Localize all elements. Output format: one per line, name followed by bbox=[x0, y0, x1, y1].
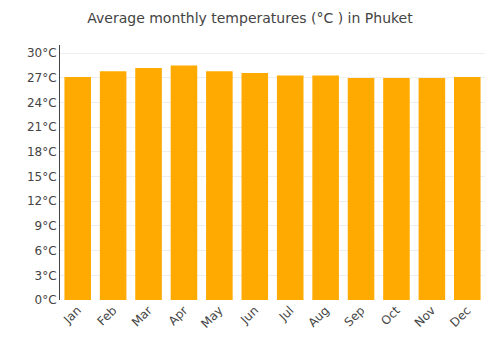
svg-text:Mar: Mar bbox=[129, 303, 155, 329]
svg-text:30°C: 30°C bbox=[27, 46, 57, 60]
svg-text:3°C: 3°C bbox=[35, 269, 57, 283]
svg-text:Oct: Oct bbox=[378, 303, 403, 328]
svg-text:Jan: Jan bbox=[60, 303, 84, 327]
svg-text:Nov: Nov bbox=[412, 303, 438, 329]
svg-text:May: May bbox=[198, 303, 225, 330]
svg-text:0°C: 0°C bbox=[35, 293, 57, 307]
svg-text:Jun: Jun bbox=[237, 303, 261, 327]
svg-text:24°C: 24°C bbox=[27, 96, 57, 110]
svg-text:6°C: 6°C bbox=[35, 244, 57, 258]
svg-text:Jul: Jul bbox=[276, 303, 297, 324]
svg-text:21°C: 21°C bbox=[27, 120, 57, 134]
svg-text:Aug: Aug bbox=[306, 303, 332, 329]
svg-text:Apr: Apr bbox=[166, 303, 191, 328]
svg-text:27°C: 27°C bbox=[27, 71, 57, 85]
svg-text:Dec: Dec bbox=[447, 303, 473, 329]
svg-text:12°C: 12°C bbox=[27, 194, 57, 208]
svg-text:9°C: 9°C bbox=[35, 219, 57, 233]
svg-text:Sep: Sep bbox=[342, 303, 368, 329]
svg-text:Feb: Feb bbox=[95, 303, 120, 328]
svg-text:Average monthly temperatures (: Average monthly temperatures (°C ) in Ph… bbox=[87, 10, 413, 26]
svg-text:18°C: 18°C bbox=[27, 145, 57, 159]
svg-text:15°C: 15°C bbox=[27, 170, 57, 184]
